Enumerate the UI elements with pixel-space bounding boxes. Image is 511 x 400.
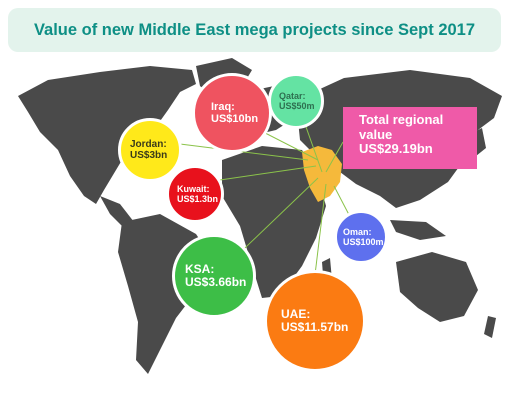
label-iraq: Iraq: [211, 100, 235, 113]
value-qatar: US$50m [279, 101, 315, 111]
australia [396, 252, 478, 322]
value-jordan: US$3bn [130, 150, 168, 161]
label-oman: Oman: [343, 226, 372, 237]
value-kuwait: US$1.3bn [177, 194, 219, 204]
value-uae: US$11.57bn [281, 320, 349, 334]
total-value: US$29.19bn [359, 141, 433, 157]
bubble-qatar: Qatar: US$50m [268, 73, 324, 129]
label-uae: UAE: [281, 306, 311, 321]
total-value-box: Total regional value US$29.19bn [343, 107, 477, 169]
value-iraq: US$10bn [211, 113, 259, 125]
indonesia [390, 220, 446, 240]
value-ksa: US$3.66bn [185, 275, 247, 289]
label-qatar: Qatar: [279, 90, 306, 101]
bubble-oman: Oman: US$100m [334, 210, 388, 264]
leader-total [325, 141, 344, 173]
japan [474, 128, 486, 156]
leader-jordan [179, 143, 309, 161]
label-ksa: KSA: [185, 261, 215, 276]
chart-title: Value of new Middle East mega projects s… [33, 20, 476, 39]
africa [222, 146, 326, 298]
value-oman: US$100m [343, 237, 384, 247]
new-zealand [484, 316, 496, 338]
title-bar: Value of new Middle East mega projects s… [8, 8, 501, 52]
label-kuwait: Kuwait: [177, 183, 210, 194]
bubble-uae: UAE: US$11.57bn [264, 270, 366, 372]
label-jordan: Jordan: [130, 138, 167, 150]
middle-east-region [302, 146, 342, 202]
bubble-iraq: Iraq: US$10bn [192, 73, 272, 153]
leader-kuwait [219, 165, 317, 181]
bubble-jordan: Jordan: US$3bn [118, 118, 182, 182]
total-label: Total regional value [359, 112, 444, 142]
north-america [18, 66, 196, 204]
bubble-ksa: KSA: US$3.66bn [172, 234, 256, 318]
bubble-kuwait: Kuwait: US$1.3bn [166, 165, 224, 223]
